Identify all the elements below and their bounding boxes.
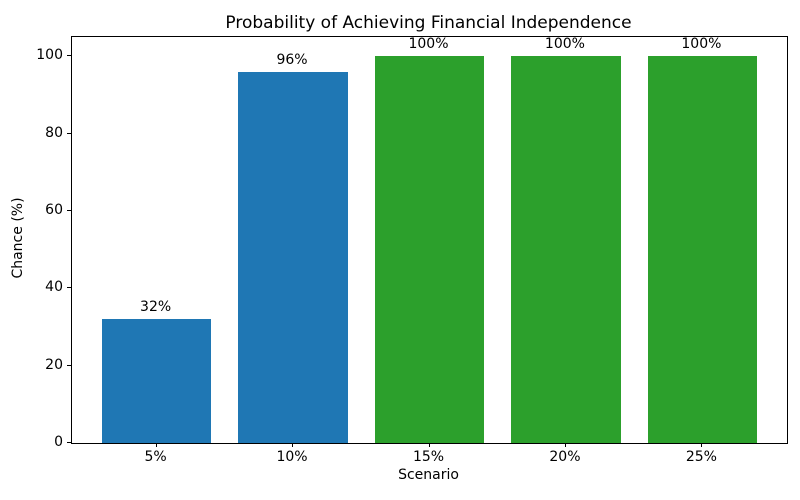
y-tick-label: 40	[45, 279, 63, 296]
bar-value-label: 100%	[544, 36, 585, 53]
y-tick-mark	[67, 442, 71, 443]
x-tick-mark	[292, 443, 294, 447]
y-tick-label: 100	[36, 47, 63, 64]
x-tick-label: 20%	[549, 449, 581, 465]
bar-25%	[647, 56, 757, 443]
y-tick-mark	[67, 132, 71, 134]
x-axis-label: Scenario	[398, 467, 459, 483]
y-axis-label: Chance (%)	[10, 197, 26, 279]
bar-value-label: 100%	[681, 36, 722, 53]
bar-value-label: 96%	[276, 51, 308, 68]
y-tick-label: 80	[45, 124, 63, 141]
bar-value-label: 32%	[140, 299, 172, 316]
x-tick-label: 10%	[276, 449, 308, 465]
x-tick-mark	[701, 443, 703, 447]
x-tick-label: 15%	[412, 449, 445, 465]
y-tick-mark	[67, 364, 71, 366]
chart-title: Probability of Achieving Financial Indep…	[225, 13, 632, 33]
x-tick-label: 25%	[685, 449, 717, 465]
plot-area	[71, 36, 788, 444]
y-tick-label: 20	[45, 356, 63, 373]
x-tick-mark	[155, 443, 157, 447]
x-tick-label: 5%	[144, 449, 167, 465]
x-tick-mark	[428, 443, 430, 447]
bar-10%	[238, 71, 348, 443]
bar-20%	[511, 56, 621, 443]
y-tick-label: 60	[45, 202, 63, 218]
bar-5%	[102, 319, 212, 443]
bar-15%	[374, 56, 485, 443]
x-tick-mark	[564, 443, 566, 447]
y-tick-label: 0	[54, 434, 63, 450]
y-tick-mark	[67, 210, 71, 211]
bar-value-label: 100%	[408, 36, 449, 53]
y-tick-mark	[67, 55, 71, 57]
y-tick-mark	[67, 287, 71, 289]
